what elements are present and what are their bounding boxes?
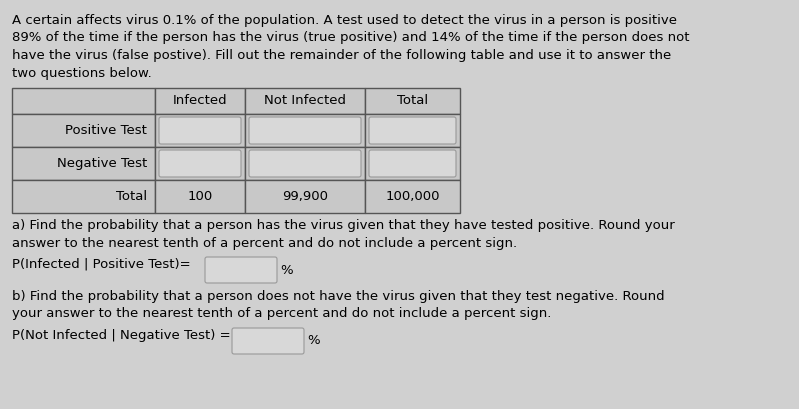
Bar [245, 180, 365, 213]
Bar [245, 114, 365, 147]
Bar [12, 88, 155, 114]
Bar [155, 114, 245, 147]
FancyBboxPatch shape [159, 150, 241, 177]
Bar [365, 88, 460, 114]
Text: Not Infected: Not Infected [264, 94, 346, 108]
Text: 99,900: 99,900 [282, 190, 328, 203]
Text: Infected: Infected [173, 94, 227, 108]
Text: %: % [280, 263, 292, 276]
FancyBboxPatch shape [205, 257, 277, 283]
Text: b) Find the probability that a person does not have the virus given that they te: b) Find the probability that a person do… [12, 290, 665, 303]
Text: P(Not Infected | Negative Test) =: P(Not Infected | Negative Test) = [12, 329, 231, 342]
Text: two questions below.: two questions below. [12, 67, 152, 79]
Bar [245, 88, 365, 114]
Bar [155, 180, 245, 213]
Text: 100,000: 100,000 [385, 190, 439, 203]
Text: 100: 100 [188, 190, 213, 203]
Text: have the virus (false postive). Fill out the remainder of the following table an: have the virus (false postive). Fill out… [12, 49, 671, 62]
Bar [365, 147, 460, 180]
FancyBboxPatch shape [159, 117, 241, 144]
FancyBboxPatch shape [249, 117, 361, 144]
Bar [155, 88, 245, 114]
Text: a) Find the probability that a person has the virus given that they have tested : a) Find the probability that a person ha… [12, 219, 674, 232]
Text: A certain affects virus 0.1% of the population. A test used to detect the virus : A certain affects virus 0.1% of the popu… [12, 14, 677, 27]
Text: P(Infected | Positive Test)=: P(Infected | Positive Test)= [12, 258, 191, 271]
Text: 89% of the time if the person has the virus (true positive) and 14% of the time : 89% of the time if the person has the vi… [12, 31, 690, 45]
FancyBboxPatch shape [369, 150, 456, 177]
Text: Total: Total [397, 94, 428, 108]
Bar [155, 147, 245, 180]
Text: Positive Test: Positive Test [66, 124, 147, 137]
Text: answer to the nearest tenth of a percent and do not include a percent sign.: answer to the nearest tenth of a percent… [12, 236, 517, 249]
Text: your answer to the nearest tenth of a percent and do not include a percent sign.: your answer to the nearest tenth of a pe… [12, 308, 551, 321]
Text: Total: Total [116, 190, 147, 203]
Bar [12, 180, 155, 213]
Bar [365, 114, 460, 147]
Bar [12, 114, 155, 147]
FancyBboxPatch shape [232, 328, 304, 354]
Text: %: % [307, 335, 320, 348]
FancyBboxPatch shape [249, 150, 361, 177]
FancyBboxPatch shape [369, 117, 456, 144]
Bar [365, 180, 460, 213]
Bar [245, 147, 365, 180]
Text: Negative Test: Negative Test [57, 157, 147, 170]
Bar [12, 147, 155, 180]
